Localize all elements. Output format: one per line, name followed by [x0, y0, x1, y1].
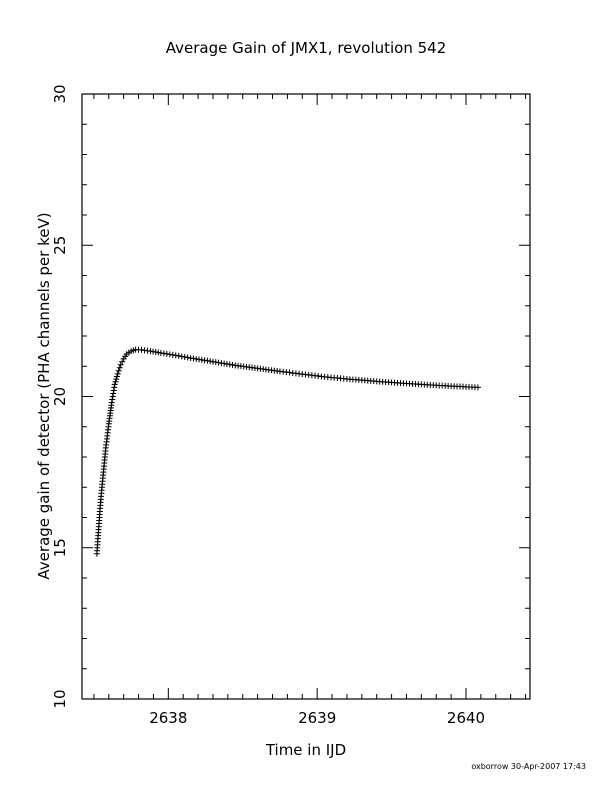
- axis-tick-labels: 2638 2639 2640 10 15 20 25 30: [51, 84, 485, 727]
- footer-stamp: oxborrow 30-Apr-2007 17:43: [471, 762, 586, 771]
- data-points: [93, 346, 481, 557]
- x-axis-label: Time in IJD: [265, 741, 346, 759]
- axis-ticks: [82, 93, 530, 700]
- data-point: [116, 364, 123, 371]
- plot-frame: [81, 93, 531, 700]
- data-point: [111, 381, 118, 388]
- data-point: [474, 384, 481, 391]
- data-point: [175, 352, 182, 359]
- x-tick-label: 2638: [149, 709, 187, 727]
- y-tick-label: 25: [51, 236, 69, 255]
- chart-title: Average Gain of JMX1, revolution 542: [166, 39, 447, 57]
- data-point: [112, 378, 119, 385]
- data-point: [119, 358, 126, 365]
- y-tick-label: 10: [51, 689, 69, 708]
- data-point: [181, 353, 188, 360]
- data-point: [115, 367, 122, 374]
- data-point: [172, 352, 179, 359]
- y-axis-label: Average gain of detector (PHA channels p…: [35, 212, 53, 579]
- data-point: [114, 370, 121, 377]
- data-point: [113, 376, 120, 383]
- x-tick-label: 2639: [298, 709, 336, 727]
- y-tick-label: 20: [51, 387, 69, 406]
- data-point: [113, 373, 120, 380]
- x-tick-label: 2640: [447, 709, 485, 727]
- data-point: [117, 361, 124, 368]
- data-point: [184, 354, 191, 361]
- y-tick-label: 15: [51, 538, 69, 557]
- data-point: [178, 353, 185, 360]
- y-tick-label: 30: [51, 84, 69, 103]
